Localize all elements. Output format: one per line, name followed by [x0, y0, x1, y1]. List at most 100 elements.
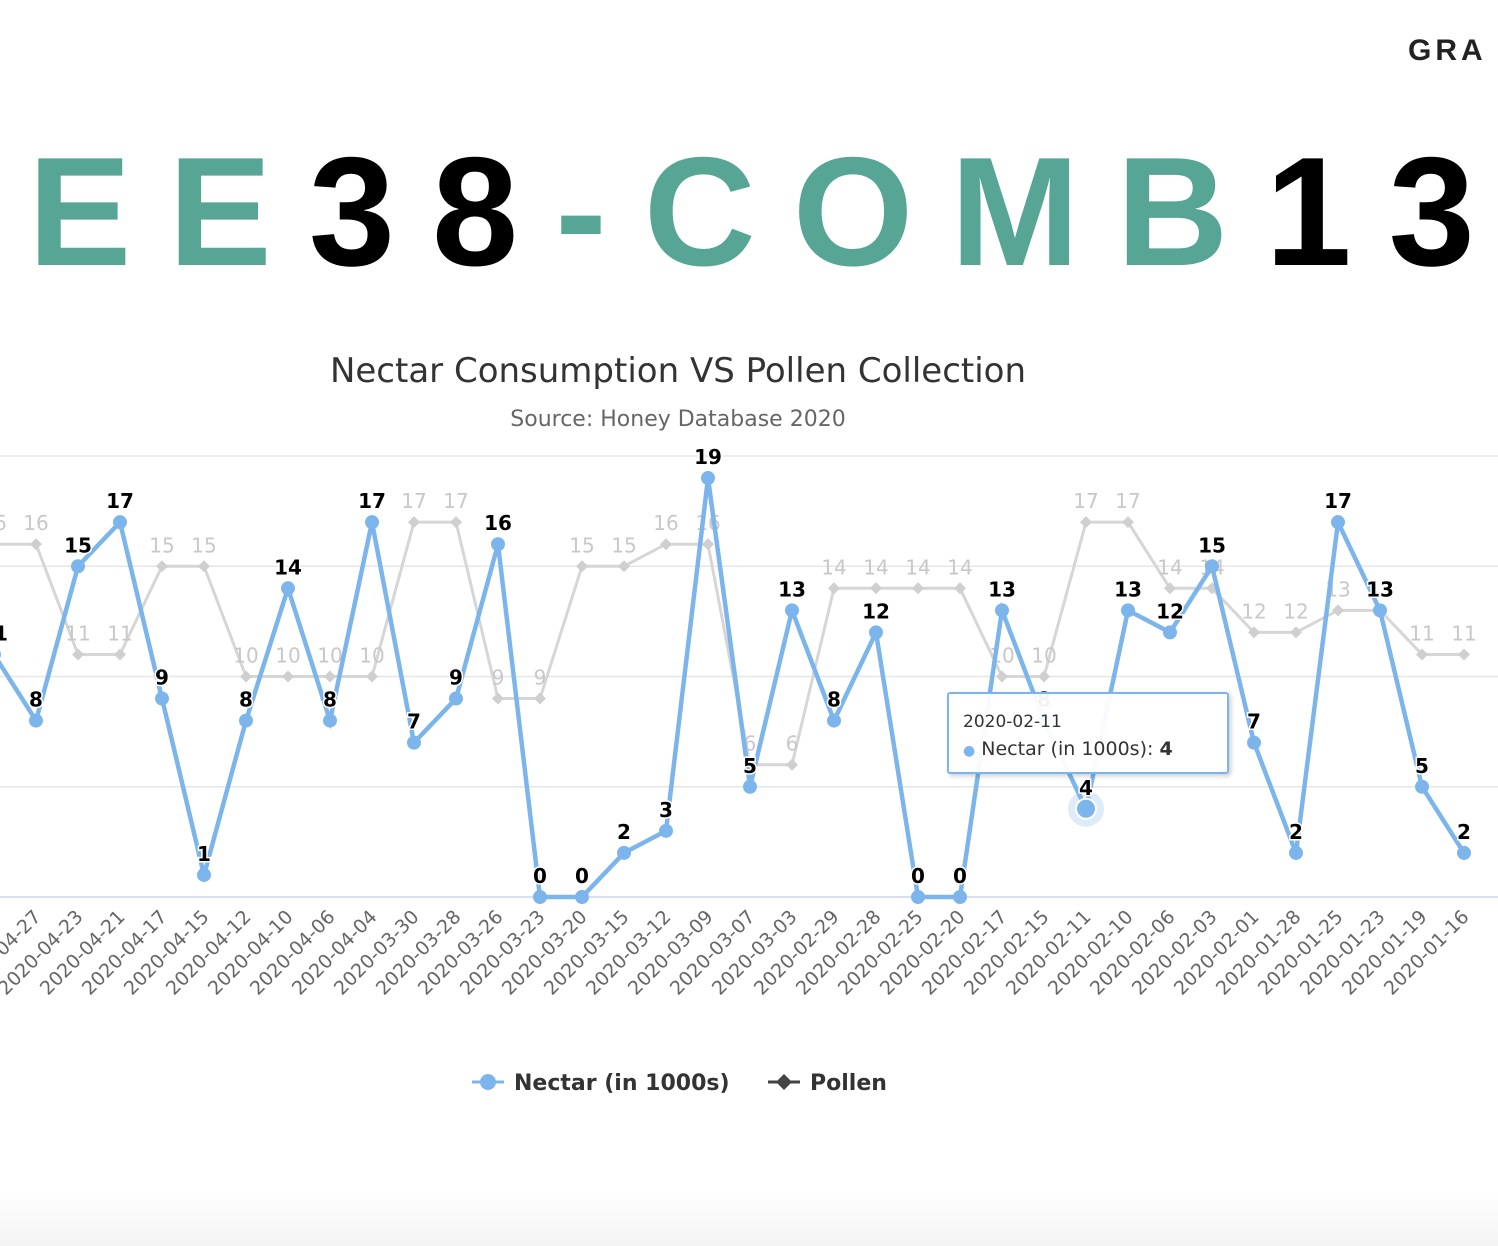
- point-marker: [912, 582, 924, 595]
- point-marker: [617, 845, 631, 860]
- data-label: 10: [275, 644, 300, 668]
- title-part: 38: [309, 125, 555, 298]
- data-label: 17: [358, 489, 386, 513]
- nav-text[interactable]: GRA: [1408, 34, 1487, 67]
- data-label: 5: [1415, 754, 1429, 778]
- point-marker: [239, 713, 253, 728]
- data-label: 15: [1198, 533, 1226, 557]
- data-label: 10: [359, 644, 384, 668]
- page-title: EE38-COMB13: [28, 125, 1498, 298]
- point-marker: [1038, 670, 1050, 683]
- tooltip: 2020-02-11 ● Nectar (in 1000s): 4: [947, 692, 1229, 774]
- data-label: 17: [106, 489, 134, 513]
- point-marker: [408, 516, 420, 529]
- data-label: 15: [569, 533, 594, 557]
- data-label: 11: [107, 621, 132, 645]
- point-marker: [954, 582, 966, 595]
- data-label: 9: [155, 666, 169, 690]
- data-label: 0: [911, 864, 925, 888]
- data-label: 12: [862, 599, 890, 623]
- title-part: 13: [1265, 125, 1498, 298]
- data-label: 12: [1156, 599, 1184, 623]
- data-label: 14: [863, 555, 888, 579]
- data-label: 15: [149, 533, 174, 557]
- point-marker: [156, 560, 168, 573]
- data-label: 14: [821, 555, 846, 579]
- tooltip-series: Nectar (in 1000s): [981, 738, 1147, 760]
- point-marker: [1373, 603, 1387, 618]
- point-marker: [282, 670, 294, 683]
- data-label: 5: [743, 754, 757, 778]
- data-label: 10: [233, 644, 258, 668]
- point-marker: [702, 538, 714, 551]
- data-label: 8: [29, 688, 43, 712]
- point-marker: [71, 559, 85, 574]
- data-label: 12: [1241, 599, 1266, 623]
- point-marker: [618, 560, 630, 573]
- point-marker: [659, 823, 673, 838]
- title-part: EE: [28, 125, 309, 298]
- point-marker: [660, 538, 672, 551]
- data-label: 3: [659, 798, 673, 822]
- point-marker: [1075, 797, 1097, 820]
- point-marker: [1290, 626, 1302, 639]
- point-marker: [491, 537, 505, 552]
- point-marker: [29, 713, 43, 728]
- data-label: 14: [905, 555, 930, 579]
- point-marker: [365, 515, 379, 530]
- point-marker: [996, 670, 1008, 683]
- point-marker: [1164, 582, 1176, 595]
- point-marker: [870, 582, 882, 595]
- data-label: 0: [575, 864, 589, 888]
- data-label: 14: [947, 555, 972, 579]
- data-label: 2: [1457, 820, 1471, 844]
- point-marker: [911, 890, 925, 904]
- data-label: 17: [1324, 489, 1352, 513]
- legend-symbol: [776, 1074, 792, 1090]
- data-label: 13: [988, 577, 1016, 601]
- title-part: COMB: [644, 125, 1266, 298]
- data-label: 7: [1247, 710, 1261, 734]
- data-label: 15: [191, 533, 216, 557]
- point-marker: [1247, 735, 1261, 750]
- data-label: 15: [611, 533, 636, 557]
- data-label: 11: [1451, 621, 1476, 645]
- data-label: 6: [786, 732, 799, 756]
- point-marker: [240, 670, 252, 683]
- data-label: 9: [534, 666, 547, 690]
- point-marker: [828, 582, 840, 595]
- point-marker: [1163, 625, 1177, 640]
- point-marker: [407, 735, 421, 750]
- point-marker: [0, 650, 1, 659]
- point-marker: [198, 560, 210, 573]
- data-label: 13: [1114, 577, 1142, 601]
- data-label: 2: [1289, 820, 1303, 844]
- data-label: 15: [64, 533, 92, 557]
- point-marker: [197, 867, 211, 882]
- chart-subtitle: Source: Honey Database 2020: [510, 407, 845, 432]
- point-marker: [492, 692, 504, 705]
- data-label: 10: [1031, 644, 1056, 668]
- point-marker: [155, 691, 169, 706]
- point-marker: [1415, 779, 1429, 794]
- data-label: 16: [23, 511, 48, 535]
- point-marker: [1205, 559, 1219, 574]
- data-label: 14: [1157, 555, 1182, 579]
- data-label: 8: [827, 688, 841, 712]
- point-marker: [281, 581, 295, 596]
- point-marker: [534, 692, 546, 705]
- point-marker: [1289, 845, 1303, 860]
- data-label: 7: [407, 710, 421, 734]
- point-marker: [324, 670, 336, 683]
- legend-label: Pollen: [810, 1071, 887, 1096]
- data-label: 0: [953, 864, 967, 888]
- title-part: -: [555, 125, 644, 298]
- series-line: [0, 477, 1466, 900]
- point-marker: [1332, 604, 1344, 617]
- data-label: 4: [1079, 776, 1093, 800]
- point-marker: [1458, 648, 1470, 661]
- point-marker: [786, 758, 798, 771]
- tooltip-date: 2020-02-11: [963, 712, 1062, 732]
- data-label: 17: [1115, 489, 1140, 513]
